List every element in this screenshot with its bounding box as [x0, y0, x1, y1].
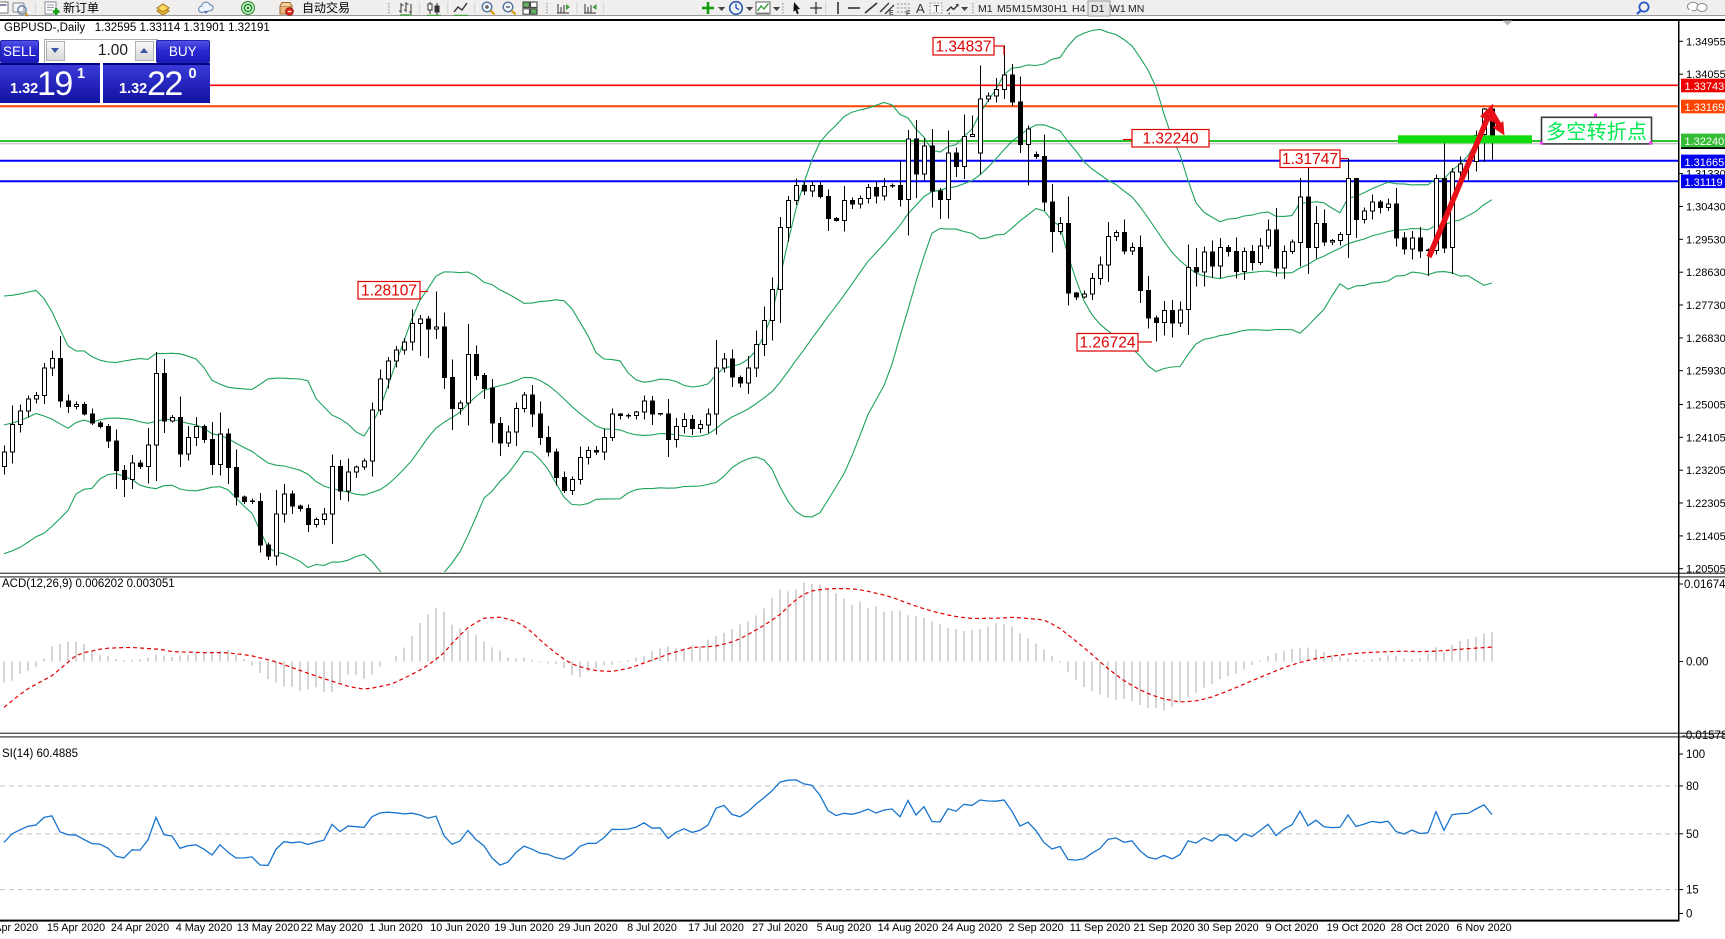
- svg-text:H1: H1: [1054, 3, 1068, 15]
- svg-text:9 Oct 2020: 9 Oct 2020: [1266, 922, 1319, 934]
- svg-text:-0.015783: -0.015783: [1682, 730, 1725, 742]
- svg-text:80: 80: [1686, 781, 1699, 793]
- svg-text:M15: M15: [1012, 3, 1033, 15]
- svg-text:29 Jun 2020: 29 Jun 2020: [558, 922, 617, 934]
- svg-text:28 Oct 2020: 28 Oct 2020: [1391, 922, 1450, 934]
- svg-text:50: 50: [1686, 829, 1699, 841]
- svg-text:1.24105: 1.24105: [1686, 432, 1725, 444]
- svg-text:30 Sep 2020: 30 Sep 2020: [1197, 922, 1258, 934]
- svg-text:0.00: 0.00: [1686, 657, 1708, 669]
- svg-text:多空转折点: 多空转折点: [1546, 121, 1647, 144]
- svg-text:1.33743: 1.33743: [1685, 81, 1725, 93]
- svg-text:1.29530: 1.29530: [1686, 234, 1725, 246]
- svg-text:100: 100: [1686, 749, 1705, 761]
- svg-text:1.22305: 1.22305: [1686, 498, 1725, 510]
- svg-text:6 Nov 2020: 6 Nov 2020: [1456, 922, 1511, 934]
- svg-text:1.32240: 1.32240: [1142, 131, 1198, 148]
- svg-text:1.34955: 1.34955: [1686, 36, 1725, 48]
- svg-text:24 Apr 2020: 24 Apr 2020: [111, 922, 169, 934]
- svg-text:1.31665: 1.31665: [1685, 157, 1725, 169]
- svg-text:22 May 2020: 22 May 2020: [301, 922, 363, 934]
- svg-text:F: F: [906, 11, 910, 18]
- svg-text:MN: MN: [1128, 3, 1144, 15]
- svg-text:1.23205: 1.23205: [1686, 465, 1725, 477]
- svg-text:15: 15: [1686, 885, 1699, 897]
- svg-text:A: A: [916, 1, 925, 16]
- svg-text:5 Aug 2020: 5 Aug 2020: [817, 922, 872, 934]
- svg-text:11 Sep 2020: 11 Sep 2020: [1070, 922, 1130, 934]
- svg-text:7 Apr 2020: 7 Apr 2020: [0, 922, 38, 934]
- svg-text:T: T: [933, 4, 939, 15]
- svg-text:1.21405: 1.21405: [1686, 531, 1725, 543]
- svg-text:0: 0: [1686, 909, 1692, 921]
- svg-text:1.28107: 1.28107: [361, 283, 417, 300]
- svg-text:ACD(12,26,9) 0.006202 0.003051: ACD(12,26,9) 0.006202 0.003051: [2, 578, 175, 590]
- svg-text:M1: M1: [978, 3, 993, 15]
- svg-text:1.31119: 1.31119: [1685, 177, 1723, 189]
- svg-text:0.016748: 0.016748: [1684, 579, 1725, 591]
- svg-text:新订单: 新订单: [63, 0, 99, 15]
- svg-text:1.26724: 1.26724: [1079, 335, 1135, 352]
- svg-text:8 Jul 2020: 8 Jul 2020: [627, 922, 677, 934]
- svg-text:M5: M5: [997, 3, 1012, 15]
- svg-text:27 Jul 2020: 27 Jul 2020: [752, 922, 808, 934]
- svg-text:W1: W1: [1110, 3, 1126, 15]
- svg-text:1.25930: 1.25930: [1686, 366, 1725, 378]
- svg-text:1 Jun 2020: 1 Jun 2020: [369, 922, 422, 934]
- svg-text:GBPUSD-,Daily 1.32595 1.3311: GBPUSD-,Daily 1.32595 1.33114 1.31901 1.…: [4, 22, 270, 34]
- svg-text:1.34837: 1.34837: [935, 39, 991, 56]
- svg-text:1.27730: 1.27730: [1686, 300, 1725, 312]
- svg-text:19 Oct 2020: 19 Oct 2020: [1327, 922, 1386, 934]
- svg-text:自动交易: 自动交易: [302, 0, 350, 15]
- svg-text:19 Jun 2020: 19 Jun 2020: [494, 922, 553, 934]
- svg-text:1.26830: 1.26830: [1686, 333, 1725, 345]
- svg-text:1.33169: 1.33169: [1685, 102, 1725, 114]
- svg-text:21 Sep 2020: 21 Sep 2020: [1133, 922, 1194, 934]
- svg-text:1.28630: 1.28630: [1686, 267, 1725, 279]
- svg-text:H4: H4: [1072, 3, 1086, 15]
- svg-text:1.31747: 1.31747: [1282, 151, 1338, 168]
- svg-text:13 May 2020: 13 May 2020: [237, 922, 299, 934]
- svg-text:M30: M30: [1033, 3, 1054, 15]
- svg-text:17 Jul 2020: 17 Jul 2020: [688, 922, 744, 934]
- svg-text:1.25005: 1.25005: [1686, 400, 1725, 412]
- svg-text:SI(14) 60.4885: SI(14) 60.4885: [2, 748, 78, 760]
- svg-text:E: E: [889, 10, 894, 17]
- svg-text:15 Apr 2020: 15 Apr 2020: [47, 922, 105, 934]
- svg-text:1.30430: 1.30430: [1686, 202, 1725, 214]
- svg-text:D1: D1: [1091, 3, 1105, 15]
- svg-text:1.34055: 1.34055: [1686, 69, 1725, 81]
- svg-text:1.32240: 1.32240: [1685, 136, 1725, 148]
- svg-text:10 Jun 2020: 10 Jun 2020: [430, 922, 489, 934]
- svg-text:1.20505: 1.20505: [1686, 564, 1725, 576]
- svg-text:24 Aug 2020: 24 Aug 2020: [942, 922, 1003, 934]
- svg-text:14 Aug 2020: 14 Aug 2020: [878, 922, 939, 934]
- svg-text:2 Sep 2020: 2 Sep 2020: [1008, 922, 1063, 934]
- svg-text:4 May 2020: 4 May 2020: [176, 922, 232, 934]
